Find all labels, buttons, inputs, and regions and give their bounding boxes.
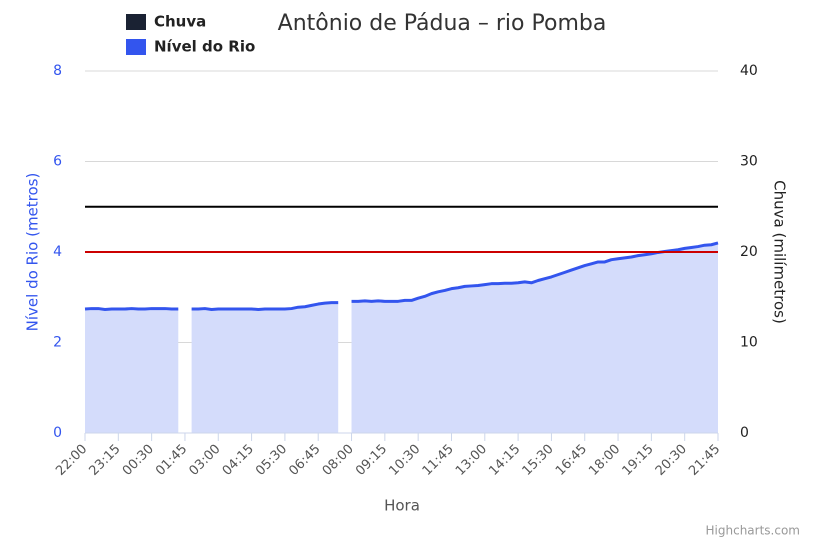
legend-swatch [126, 14, 146, 30]
area [85, 308, 179, 433]
x-tick-label: 14:15 [486, 442, 523, 479]
y2-tick-label: 30 [740, 154, 758, 170]
chart-title: Antônio de Pádua – rio Pomba [278, 11, 607, 36]
x-tick-label: 00:30 [120, 442, 157, 479]
x-tick-label: 06:45 [286, 442, 323, 479]
x-tick-label: 04:15 [220, 442, 257, 479]
x-tick-label: 20:30 [653, 442, 690, 479]
x-tick-label: 15:30 [520, 442, 557, 479]
area [351, 242, 718, 433]
x-tick-label: 16:45 [553, 442, 590, 479]
y2-tick-label: 20 [740, 244, 758, 260]
x-axis-title: Hora [384, 497, 420, 515]
x-tick-label: 09:15 [353, 442, 390, 479]
y2-tick-label: 10 [740, 335, 758, 351]
x-tick-label: 21:45 [686, 442, 723, 479]
y-tick-label: 6 [53, 154, 62, 170]
legend-swatch [126, 39, 146, 55]
area [191, 302, 339, 433]
y-tick-label: 0 [53, 425, 62, 441]
x-tick-label: 03:00 [186, 442, 223, 479]
y-tick-label: 8 [53, 63, 62, 79]
legend-label[interactable]: Chuva [154, 13, 206, 31]
x-tick-label: 18:00 [586, 442, 623, 479]
y-tick-label: 4 [53, 244, 62, 260]
y2-axis-title: Chuva (milímetros) [771, 180, 789, 324]
x-tick-label: 11:45 [420, 442, 457, 479]
y2-tick-label: 0 [740, 425, 749, 441]
x-tick-label: 08:00 [320, 442, 357, 479]
x-tick-label: 05:30 [253, 442, 290, 479]
y-tick-label: 2 [53, 335, 62, 351]
legend-label[interactable]: Nível do Rio [154, 38, 255, 56]
x-tick-label: 19:15 [620, 442, 657, 479]
x-tick-label: 01:45 [153, 442, 190, 479]
x-tick-label: 23:15 [87, 442, 124, 479]
x-tick-label: 10:30 [386, 442, 423, 479]
x-tick-label: 22:00 [53, 442, 90, 479]
y2-tick-label: 40 [740, 63, 758, 79]
x-tick-label: 13:00 [453, 442, 490, 479]
credits[interactable]: Highcharts.com [706, 524, 800, 538]
y-axis-title: Nível do Rio (metros) [24, 173, 42, 332]
